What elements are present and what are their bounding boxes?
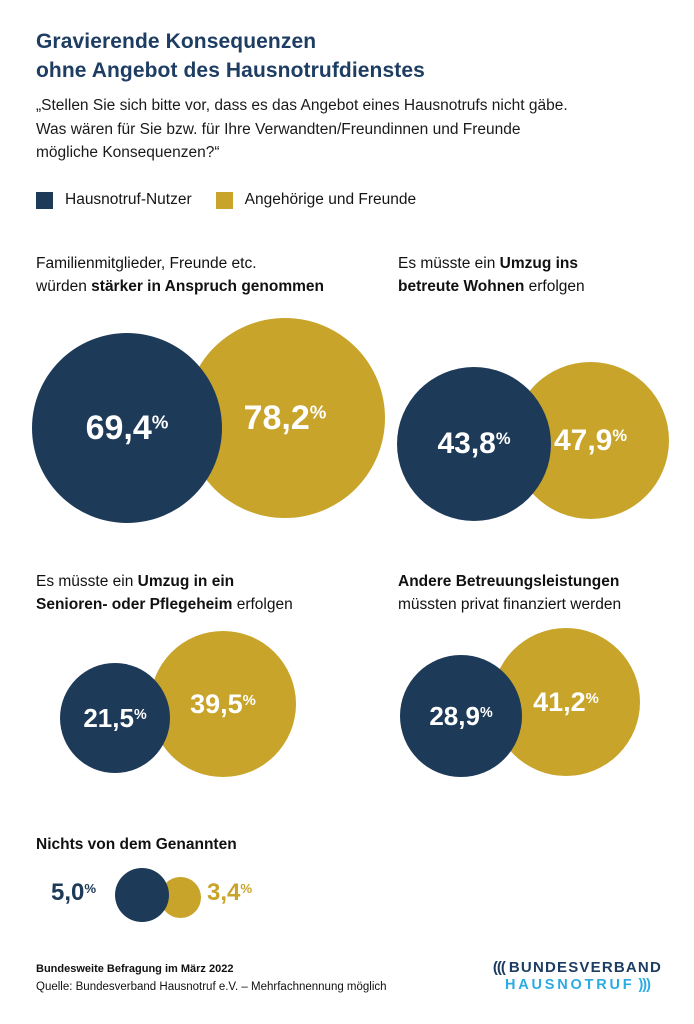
- percent-sign: %: [240, 880, 253, 896]
- legend-item-relatives: Angehörige und Freunde: [215, 191, 417, 209]
- survey-question: „Stellen Sie sich bitte vor, dass es das…: [36, 97, 568, 162]
- chart-1-label: Familienmitglieder, Freunde etc. würden …: [36, 253, 324, 299]
- chart-4-label-seg1: müssten privat finanziert werden: [398, 595, 622, 613]
- sound-wave-left-icon: (((: [492, 959, 506, 976]
- logo-text-hausnotruf: HAUSNOTRUF: [504, 977, 635, 994]
- chart-3-label-seg3: erfolgen: [232, 595, 293, 613]
- legend-item-users: Hausnotruf-Nutzer: [36, 191, 192, 209]
- chart-3-label-seg2: Senioren- oder Pflegeheim: [36, 595, 233, 613]
- chart-2-value-users: 43,8%: [437, 427, 511, 460]
- title-line-1: Gravierende Konsequenzen: [36, 30, 317, 53]
- sound-wave-right-icon: ))): [638, 977, 650, 994]
- chart-3-value-relatives: 39,5%: [190, 688, 256, 719]
- percent-sign: %: [612, 426, 628, 445]
- chart-2-label-seg3: erfolgen: [524, 277, 585, 295]
- percent-sign: %: [151, 411, 169, 433]
- chart-3-value-users: 21,5%: [83, 703, 147, 733]
- chart-4-label-seg0: Andere Betreuungsleistungen: [398, 573, 620, 590]
- chart-1-label-seg0: Familienmitglieder, Freunde etc.: [36, 255, 257, 272]
- legend-swatch-users-icon: [36, 191, 53, 209]
- source-note: Quelle: Bundesverband Hausnotruf e.V. – …: [36, 981, 387, 993]
- chart-5-value-users: 5,0%: [51, 879, 97, 906]
- title-line-2: ohne Angebot des Hausnotrufdienstes: [36, 59, 425, 83]
- chart-3-bubble-users: 21,5%: [60, 663, 170, 773]
- logo-text-bundesverband: BUNDESVERBAND: [508, 959, 662, 976]
- legend-swatch-relatives-icon: [215, 191, 233, 209]
- chart-2-label-seg1: Umzug ins: [499, 255, 579, 272]
- legend-label-relatives: Angehörige und Freunde: [244, 191, 417, 208]
- legend-label-users: Hausnotruf-Nutzer: [65, 191, 192, 208]
- chart-5-value-relatives: 3,4%: [207, 879, 253, 906]
- chart-1-value-relatives: 78,2%: [243, 399, 327, 437]
- chart-5-label: Nichts von dem Genannten: [36, 834, 237, 857]
- percent-sign: %: [495, 429, 511, 448]
- percent-sign: %: [585, 690, 599, 707]
- chart-2-label: Es müsste ein Umzug ins betreute Wohnen …: [398, 253, 585, 299]
- chart-2-label-seg2: betreute Wohnen: [398, 277, 525, 295]
- chart-2-bubble-relatives: 47,9%: [512, 362, 669, 519]
- chart-4-label: Andere Betreuungsleistungen müssten priv…: [398, 571, 621, 617]
- percent-sign: %: [133, 707, 147, 724]
- chart-3-bubble-relatives: 39,5%: [150, 631, 296, 777]
- percent-sign: %: [84, 880, 97, 896]
- chart-4-bubble-users: 28,9%: [400, 655, 522, 777]
- chart-2-value-relatives: 47,9%: [553, 423, 628, 457]
- logo-line-1: (((BUNDESVERBAND: [493, 959, 662, 976]
- chart-1-value-users: 69,4%: [85, 409, 169, 447]
- bundesverband-hausnotruf-logo: (((BUNDESVERBAND HAUSNOTRUF))): [493, 959, 662, 994]
- chart-5-label-seg0: Nichts von dem Genannten: [36, 836, 237, 853]
- chart-4-value-users: 28,9%: [429, 701, 493, 731]
- chart-4-value-relatives: 41,2%: [533, 686, 599, 717]
- chart-2-bubble-users: 43,8%: [397, 367, 551, 521]
- page-title: Gravierende Konsequenzen ohne Angebot de…: [36, 27, 425, 86]
- legend: Hausnotruf-Nutzer Angehörige und Freunde: [36, 191, 416, 209]
- survey-note: Bundesweite Befragung im März 2022: [36, 963, 234, 975]
- logo-line-2: HAUSNOTRUF))): [493, 977, 662, 994]
- percent-sign: %: [479, 705, 493, 722]
- chart-3-label-seg0: Es müsste ein: [36, 573, 138, 590]
- percent-sign: %: [242, 692, 256, 709]
- chart-3-label: Es müsste ein Umzug in ein Senioren- ode…: [36, 571, 293, 617]
- chart-5-bubble-users: [115, 868, 169, 922]
- chart-2-label-seg0: Es müsste ein: [398, 255, 500, 272]
- chart-1-label-seg2: stärker in Anspruch genommen: [91, 277, 324, 295]
- percent-sign: %: [309, 401, 327, 423]
- chart-3-label-seg1: Umzug in ein: [137, 573, 235, 590]
- chart-1-bubble-users: 69,4%: [32, 333, 222, 523]
- chart-1-label-seg1: würden: [36, 277, 92, 295]
